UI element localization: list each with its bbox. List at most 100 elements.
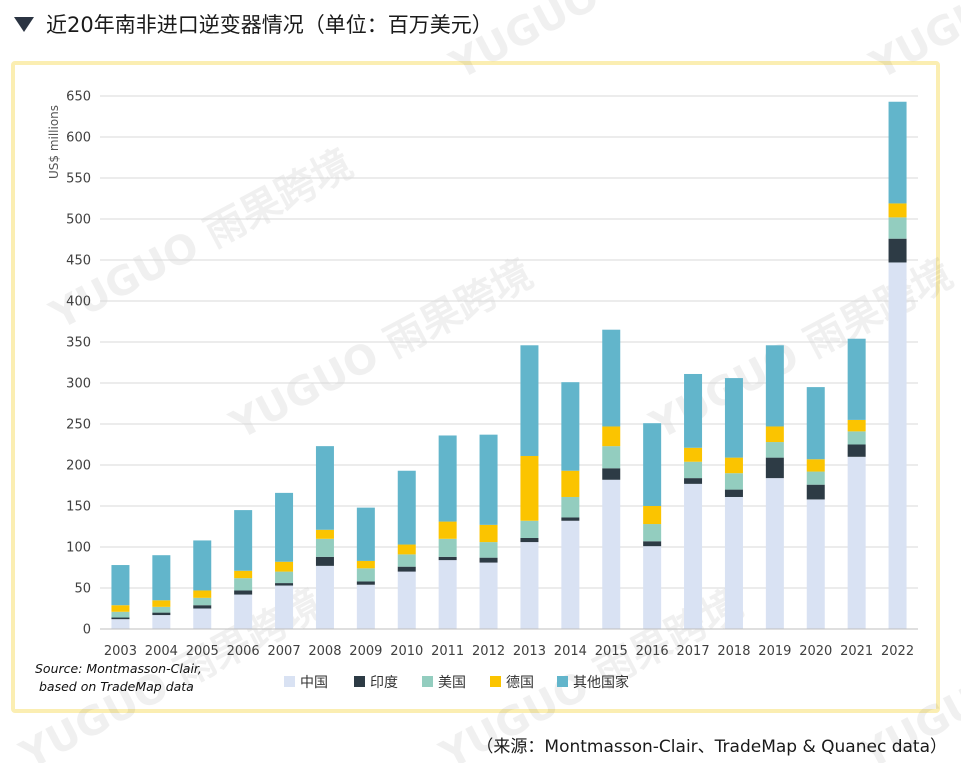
x-tick-label: 2011 <box>431 644 464 659</box>
y-tick-label: 650 <box>66 90 91 105</box>
bar-2021-china <box>847 456 866 629</box>
source-note: Source: Montmasson-Clair, based on Trade… <box>35 660 202 696</box>
bar-2003-india <box>111 617 130 620</box>
x-tick-label: 2010 <box>390 644 423 659</box>
legend-swatch-others <box>557 676 568 687</box>
x-tick-label: 2015 <box>595 644 628 659</box>
watermark-text: YUGUO 雨果跨境 <box>442 0 760 89</box>
bar-2018-china <box>724 496 743 629</box>
x-tick-label: 2018 <box>717 644 750 659</box>
bar-2014-india <box>561 517 580 521</box>
bar-2017-china <box>684 483 703 629</box>
legend-swatch-germany <box>490 676 501 687</box>
bar-2012-india <box>479 557 498 563</box>
bar-2013-germany <box>520 455 539 521</box>
y-tick-label: 150 <box>66 500 91 515</box>
bar-2006-others <box>234 510 253 571</box>
page-title-text: 近20年南非进口逆变器情况（单位：百万美元） <box>46 13 493 37</box>
bar-2016-germany <box>643 506 662 525</box>
bar-2013-usa <box>520 520 539 538</box>
x-tick-label: 2021 <box>840 644 873 659</box>
x-tick-label: 2006 <box>227 644 260 659</box>
bar-2022-germany <box>888 203 907 218</box>
bar-2019-others <box>765 345 784 427</box>
bar-2003-usa <box>111 611 130 618</box>
bar-2018-usa <box>724 473 743 490</box>
gridlines <box>100 95 918 589</box>
bar-2020-others <box>806 387 825 460</box>
x-tick-label: 2003 <box>104 644 137 659</box>
bar-2009-usa <box>356 568 375 582</box>
bar-2004-china <box>152 615 171 629</box>
bar-2016-china <box>643 546 662 629</box>
legend-swatch-usa <box>422 676 433 687</box>
bar-2012-germany <box>479 524 498 543</box>
bar-2014-others <box>561 382 580 471</box>
bar-2007-germany <box>275 561 294 572</box>
legend-label-china: 中国 <box>300 675 328 691</box>
bar-2003-germany <box>111 605 130 612</box>
legend-swatch-india <box>354 676 365 687</box>
bar-2008-usa <box>315 538 334 557</box>
triangle-down-icon <box>14 16 34 32</box>
y-tick-label: 350 <box>66 336 91 351</box>
y-tick-label: 550 <box>66 172 91 187</box>
x-tick-label: 2019 <box>758 644 791 659</box>
bar-2015-india <box>602 468 621 480</box>
x-tick-label: 2016 <box>636 644 669 659</box>
bar-2020-india <box>806 484 825 500</box>
bar-2017-usa <box>684 461 703 479</box>
y-axis-ticks: 0 50 100 150 200 250 300 350 400 450 500 550 600 650 <box>66 90 91 638</box>
bar-2015-usa <box>602 446 621 469</box>
bar-2019-china <box>765 478 784 629</box>
bar-2019-india <box>765 457 784 479</box>
source-note-line2: based on TradeMap data <box>39 679 194 694</box>
bar-2020-germany <box>806 459 825 472</box>
bar-2021-others <box>847 338 866 420</box>
legend-label-germany: 德国 <box>506 675 534 691</box>
bar-2011-india <box>438 556 457 561</box>
x-tick-label: 2009 <box>349 644 382 659</box>
bar-2006-germany <box>234 570 253 579</box>
bar-2009-india <box>356 581 375 585</box>
bar-2014-usa <box>561 496 580 518</box>
bar-2017-india <box>684 478 703 484</box>
bar-2012-china <box>479 562 498 629</box>
bar-2017-germany <box>684 447 703 462</box>
bar-2008-china <box>315 565 334 629</box>
bar-2005-others <box>193 540 212 591</box>
bar-2009-china <box>356 584 375 629</box>
x-tick-label: 2013 <box>513 644 546 659</box>
bar-2016-usa <box>643 524 662 542</box>
bar-2022-others <box>888 101 907 204</box>
page-title: 近20年南非进口逆变器情况（单位：百万美元） <box>14 8 493 40</box>
x-axis-ticks: 2003 2004 2005 2006 2007 2008 2009 2010 2011 2012… <box>104 644 914 659</box>
bar-2006-china <box>234 594 253 629</box>
bar-2018-india <box>724 489 743 497</box>
bar-2009-others <box>356 507 375 561</box>
bottom-source: （来源：Montmasson-Clair、TradeMap & Quanec d… <box>476 737 947 757</box>
y-tick-label: 450 <box>66 254 91 269</box>
bar-2018-germany <box>724 457 743 474</box>
bar-2004-india <box>152 612 171 616</box>
bar-2010-others <box>397 470 416 545</box>
bar-2016-others <box>643 423 662 506</box>
bar-2005-germany <box>193 590 212 598</box>
bar-2007-usa <box>275 571 294 584</box>
bar-2005-china <box>193 608 212 629</box>
bar-2011-germany <box>438 521 457 539</box>
watermark-text: YUGUO 雨果跨境 <box>862 0 961 89</box>
y-tick-label: 0 <box>83 623 91 638</box>
bar-2004-germany <box>152 600 171 607</box>
y-tick-label: 400 <box>66 295 91 310</box>
x-tick-label: 2014 <box>554 644 587 659</box>
bar-2003-china <box>111 619 130 629</box>
bar-2015-others <box>602 329 621 427</box>
bar-2003-others <box>111 565 130 606</box>
y-tick-label: 500 <box>66 213 91 228</box>
bar-2011-china <box>438 560 457 629</box>
bar-2011-usa <box>438 538 457 557</box>
bar-2006-usa <box>234 578 253 591</box>
y-tick-label: 50 <box>74 582 91 597</box>
